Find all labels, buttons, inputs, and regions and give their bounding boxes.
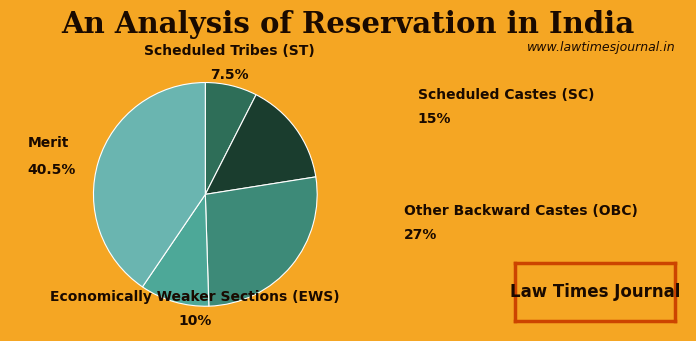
Wedge shape bbox=[205, 83, 256, 194]
Wedge shape bbox=[205, 177, 317, 306]
Text: 27%: 27% bbox=[404, 228, 437, 242]
Text: 15%: 15% bbox=[418, 112, 451, 127]
Text: 10%: 10% bbox=[178, 314, 212, 328]
Text: Other Backward Castes (OBC): Other Backward Castes (OBC) bbox=[404, 204, 638, 219]
Text: 40.5%: 40.5% bbox=[28, 163, 77, 178]
Wedge shape bbox=[143, 194, 209, 306]
Text: Economically Weaker Sections (EWS): Economically Weaker Sections (EWS) bbox=[50, 290, 340, 304]
Text: An Analysis of Reservation in India: An Analysis of Reservation in India bbox=[61, 10, 635, 39]
Text: 7.5%: 7.5% bbox=[210, 68, 249, 82]
Text: Merit: Merit bbox=[28, 136, 69, 150]
Text: www.lawtimesjournal.in: www.lawtimesjournal.in bbox=[526, 41, 675, 54]
Wedge shape bbox=[205, 95, 316, 194]
Text: Scheduled Castes (SC): Scheduled Castes (SC) bbox=[418, 88, 594, 103]
Text: Scheduled Tribes (ST): Scheduled Tribes (ST) bbox=[144, 44, 315, 58]
Text: Law Times Journal: Law Times Journal bbox=[510, 283, 680, 300]
Wedge shape bbox=[93, 83, 205, 287]
